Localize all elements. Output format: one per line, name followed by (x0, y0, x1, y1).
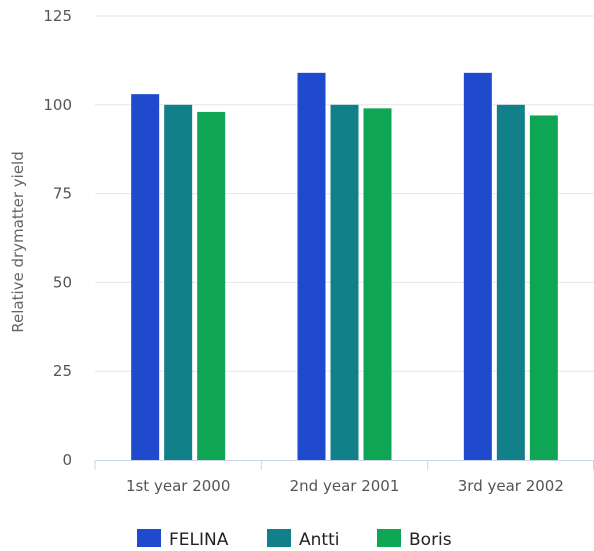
legend-item-antti[interactable]: Antti (267, 529, 339, 550)
bar-boris-1[interactable] (197, 111, 226, 461)
legend-item-boris[interactable]: Boris (377, 529, 452, 550)
bar-antti-1[interactable] (164, 104, 193, 461)
x-tick-label: 3rd year 2002 (458, 477, 564, 495)
bar-felina-2[interactable] (297, 72, 326, 460)
legend-label: Boris (409, 530, 452, 550)
legend-label: Antti (299, 530, 339, 550)
x-axis: 1st year 2000 2nd year 2001 3rd year 2002 (94, 460, 594, 495)
y-tick-label: 0 (62, 451, 72, 469)
bar-boris-2[interactable] (363, 108, 392, 461)
legend-item-felina[interactable]: FELINA (137, 529, 229, 550)
y-axis-title: Relative drymatter yield (9, 151, 27, 333)
bar-felina-1[interactable] (131, 94, 160, 461)
bar-boris-3[interactable] (529, 115, 558, 461)
legend-swatch (377, 529, 401, 547)
legend[interactable]: FELINA Antti Boris (137, 529, 452, 550)
y-axis-ticks: 0 25 50 75 100 125 (43, 7, 72, 469)
y-tick-label: 75 (53, 185, 72, 203)
legend-label: FELINA (169, 530, 229, 550)
legend-swatch (137, 529, 161, 547)
legend-swatch (267, 529, 291, 547)
y-tick-label: 125 (43, 7, 72, 25)
bar-antti-3[interactable] (496, 104, 525, 461)
y-tick-label: 100 (43, 96, 72, 114)
bars (131, 72, 558, 461)
y-tick-label: 25 (53, 362, 72, 380)
bar-antti-2[interactable] (330, 104, 359, 461)
bar-felina-3[interactable] (463, 72, 492, 460)
y-tick-label: 50 (53, 273, 72, 291)
x-tick-label: 1st year 2000 (126, 477, 230, 495)
x-tick-label: 2nd year 2001 (290, 477, 400, 495)
